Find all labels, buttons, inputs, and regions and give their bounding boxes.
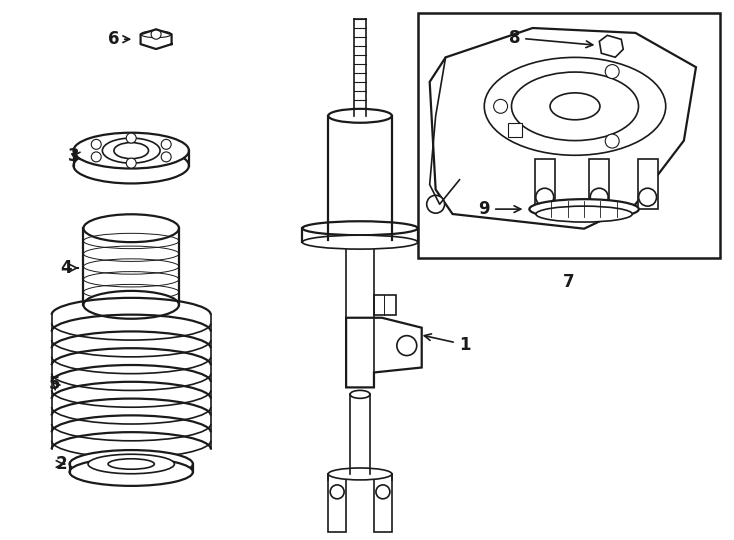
Text: 8: 8 [509,29,593,48]
Bar [418,14,720,258]
Ellipse shape [536,206,632,222]
Circle shape [330,485,344,499]
Bar [509,124,523,137]
Ellipse shape [88,454,175,474]
Ellipse shape [84,291,179,319]
Circle shape [91,152,101,162]
Circle shape [590,188,608,206]
Polygon shape [600,35,623,57]
Ellipse shape [108,459,154,469]
Text: 9: 9 [479,200,520,218]
Circle shape [161,152,171,162]
Ellipse shape [550,93,600,120]
Circle shape [126,133,137,143]
Circle shape [161,139,171,150]
Bar [535,159,555,209]
Circle shape [606,134,619,148]
Circle shape [426,195,445,213]
Ellipse shape [73,147,189,184]
Bar [374,474,392,532]
Polygon shape [346,318,422,387]
Circle shape [126,158,137,168]
Circle shape [536,188,553,206]
Text: 7: 7 [563,273,575,291]
Ellipse shape [302,221,418,235]
Ellipse shape [328,234,392,246]
Ellipse shape [141,31,171,38]
Ellipse shape [73,133,189,168]
Circle shape [91,139,101,150]
Circle shape [151,29,161,39]
Bar [374,295,396,315]
Circle shape [397,336,417,355]
Ellipse shape [529,199,639,219]
Ellipse shape [102,138,160,163]
Ellipse shape [328,109,392,123]
Text: 3: 3 [68,146,80,165]
Ellipse shape [84,214,179,242]
Ellipse shape [70,458,193,486]
Ellipse shape [328,468,392,480]
Text: 2: 2 [56,455,68,473]
Ellipse shape [350,390,370,399]
Circle shape [376,485,390,499]
Bar [589,159,609,209]
Text: 5: 5 [49,375,60,394]
Ellipse shape [484,57,666,156]
Text: 4: 4 [61,259,78,277]
Circle shape [639,188,656,206]
Bar [638,159,658,209]
Ellipse shape [114,143,148,159]
Text: 1: 1 [424,334,470,354]
Ellipse shape [302,235,418,249]
Circle shape [494,99,508,113]
Circle shape [606,65,619,78]
Ellipse shape [512,72,639,140]
Text: 6: 6 [108,30,130,48]
Ellipse shape [70,450,193,478]
Bar [328,474,346,532]
